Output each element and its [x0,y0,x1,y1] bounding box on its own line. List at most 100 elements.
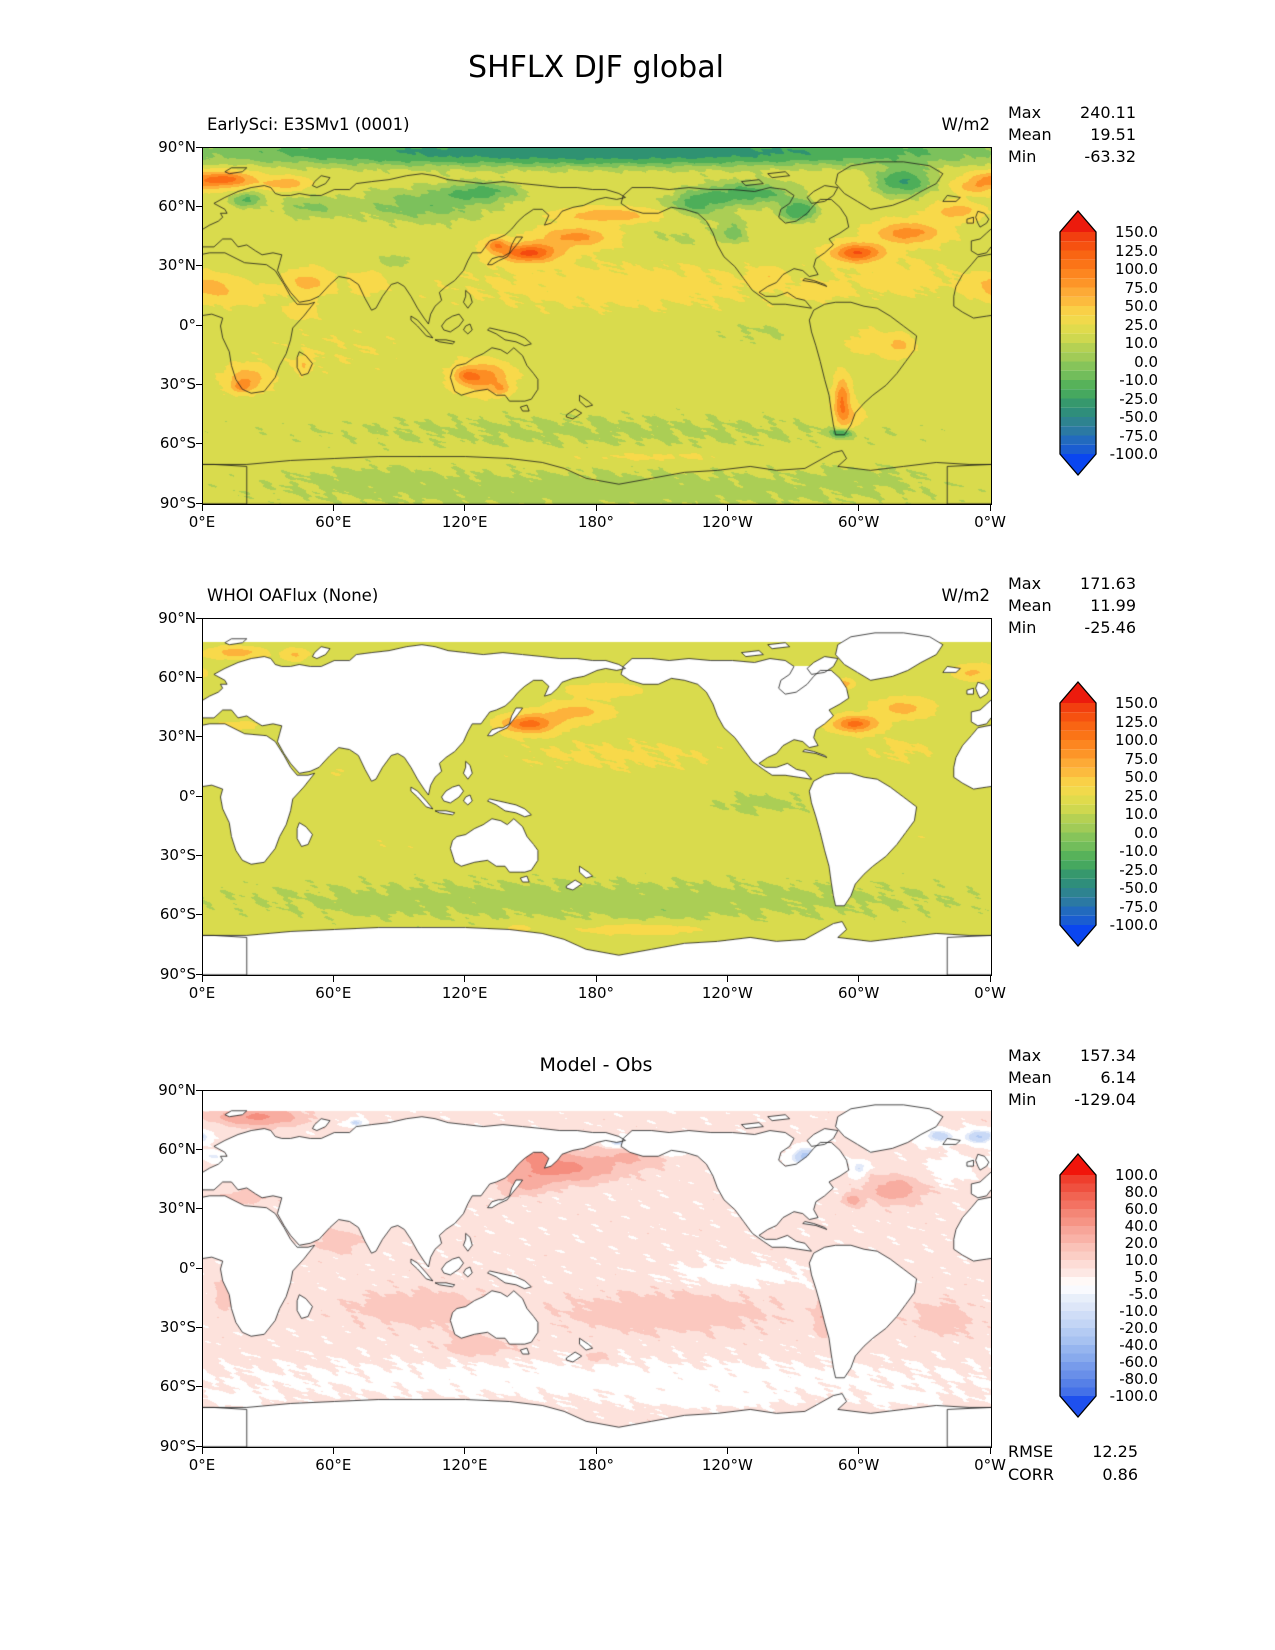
tick-mark [196,502,202,504]
tick-mark [989,976,991,982]
lat-tick-label: 90°S [159,493,196,512]
tick-mark [201,976,203,982]
colorbar-tick-label: -10.0 [1119,1302,1158,1320]
panel-diff: Model - Obs Max 157.34 Mean 6.14 Min -129.0… [0,1044,1275,1604]
stat-value: -25.46 [1084,618,1136,637]
colorbar-tick-label: -100.0 [1109,1387,1158,1405]
tick-mark [196,146,202,148]
stat-label: RMSE [1008,1442,1054,1461]
colorbar [1058,209,1098,481]
lon-tick-label: 0°W [974,1456,1006,1474]
tick-mark [196,1267,202,1269]
panel-subtitle: WHOI OAFlux (None) [207,586,379,605]
colorbar-tick-label: -25.0 [1119,389,1158,408]
stats-block: Max 171.63 Mean 11.99 Min -25.46 [1008,573,1136,639]
colorbar-tick-label: -100.0 [1109,445,1158,463]
colorbar-tick-label: 20.0 [1124,1234,1158,1252]
colorbar-tick-label: -50.0 [1119,879,1158,897]
lat-tick-label: 30°S [159,845,196,864]
colorbar-svg [1059,1153,1097,1418]
colorbar-tick-label: -10.0 [1119,842,1158,860]
tick-mark [595,505,597,511]
lon-tick-label: 120°E [441,984,488,1002]
lon-tick-label: 180° [577,984,615,1002]
colorbar-tick-label: 125.0 [1115,241,1158,260]
tick-mark [196,617,202,619]
stat-label: Max [1008,574,1042,593]
stat-label: Min [1008,618,1037,637]
lat-tick-label: 90°N [158,1080,196,1099]
lon-tick-label: 0°E [188,513,216,531]
units-label: W/m2 [941,586,990,605]
lon-tick-label: 60°E [315,513,352,531]
map-frame [202,618,992,976]
stat-value: 6.14 [1100,1068,1136,1087]
stat-value: 0.86 [1102,1465,1138,1484]
lat-tick-label: 30°S [159,1317,196,1336]
colorbar-tick-label: -75.0 [1119,426,1158,445]
colorbar-tick-label: 10.0 [1124,1251,1158,1269]
stat-value: 240.11 [1080,103,1136,122]
tick-mark [332,976,335,982]
lon-tick-label: 0°E [188,1456,216,1474]
colorbar-tick-label: -100.0 [1109,916,1158,934]
lat-tick-label: 0° [178,315,196,334]
colorbar-tick-label: 25.0 [1124,315,1158,334]
colorbar-tick-label: -10.0 [1119,371,1158,389]
stat-row: Min -63.32 [1008,146,1136,168]
stats-block: Max 240.11 Mean 19.51 Min -63.32 [1008,102,1136,168]
lat-tick-label: 60°S [159,1377,196,1396]
units-label: W/m2 [941,115,990,134]
lat-tick-label: 90°N [158,137,196,156]
colorbar-tick-label: 10.0 [1124,334,1158,352]
stat-value: -129.04 [1074,1090,1136,1109]
tick-mark [726,1448,729,1454]
colorbar-tick-label: -60.0 [1119,1353,1158,1371]
colorbar-tick-label: 100.0 [1115,260,1158,278]
lon-tick-label: 180° [577,1456,615,1474]
stat-label: Mean [1008,596,1052,615]
stat-value: 12.25 [1092,1442,1138,1461]
stat-row: Mean 6.14 [1008,1067,1136,1089]
lon-tick-label: 180° [577,513,615,531]
colorbar-tick-label: 80.0 [1124,1183,1158,1201]
colorbar-tick-label: 75.0 [1124,278,1158,297]
colorbar-tick-label: 75.0 [1124,749,1158,768]
lat-tick-label: 30°N [158,727,196,746]
colorbar-tick-label: 0.0 [1134,823,1158,842]
tick-mark [196,1148,202,1151]
tick-mark [858,976,860,982]
corr-row: CORR 0.86 [1008,1463,1138,1486]
colorbar-tick-label: 150.0 [1115,694,1158,712]
tick-mark [196,383,202,386]
extra-stats-block: RMSE 12.25 CORR 0.86 [1008,1440,1138,1486]
lon-tick-label: 120°E [441,513,488,531]
panel-subtitle: EarlySci: E3SMv1 (0001) [207,115,410,134]
lon-tick-label: 60°W [837,513,880,531]
tick-mark [464,976,466,982]
tick-mark [196,205,202,208]
tick-mark [196,1386,202,1388]
colorbar-tick-label: 10.0 [1124,805,1158,823]
colorbar-tick-label: 100.0 [1115,1166,1158,1184]
tick-mark [196,1445,202,1447]
stat-value: 171.63 [1080,574,1136,593]
lat-tick-label: 30°S [159,374,196,393]
lat-tick-label: 0° [178,1258,196,1277]
tick-mark [196,973,202,975]
stat-label: CORR [1008,1465,1054,1484]
colorbar-tick-label: -5.0 [1128,1285,1158,1303]
stat-label: Min [1008,147,1037,166]
stat-row: Max 157.34 [1008,1045,1136,1067]
tick-mark [196,1089,202,1091]
tick-mark [196,676,202,679]
colorbar-svg [1059,681,1097,947]
colorbar-tick-label: -20.0 [1119,1319,1158,1337]
tick-mark [196,1208,202,1210]
colorbar [1058,1152,1098,1423]
lat-tick-label: 30°N [158,1199,196,1218]
colorbar-tick-label: -25.0 [1119,860,1158,879]
lon-tick-label: 120°W [701,513,753,531]
colorbar-tick-label: 100.0 [1115,731,1158,749]
